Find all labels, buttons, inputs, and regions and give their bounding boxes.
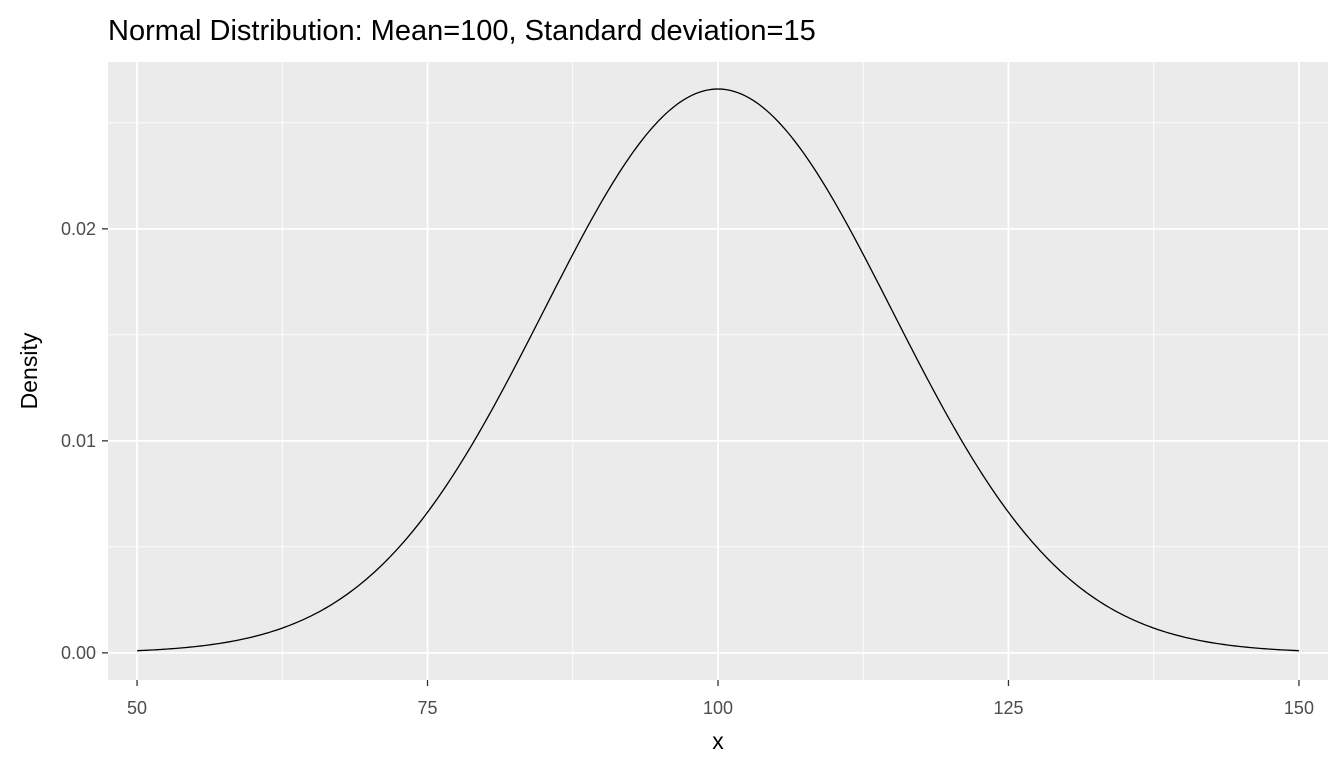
y-tick-label: 0.00 (61, 643, 96, 663)
x-tick-label: 75 (418, 698, 438, 718)
chart-title: Normal Distribution: Mean=100, Standard … (108, 15, 816, 47)
x-tick-label: 50 (127, 698, 147, 718)
y-axis: 0.00 0.01 0.02 (61, 219, 108, 663)
x-tick-label: 125 (993, 698, 1023, 718)
x-axis: 50 75 100 125 150 (127, 680, 1314, 718)
x-tick-label: 100 (703, 698, 733, 718)
x-tick-label: 150 (1284, 698, 1314, 718)
x-axis-title: x (712, 728, 724, 754)
density-curve (137, 88, 1299, 652)
y-tick-label: 0.01 (61, 431, 96, 451)
grid-major (108, 62, 1328, 680)
y-axis-title: Density (16, 332, 42, 409)
y-tick-label: 0.02 (61, 219, 96, 239)
